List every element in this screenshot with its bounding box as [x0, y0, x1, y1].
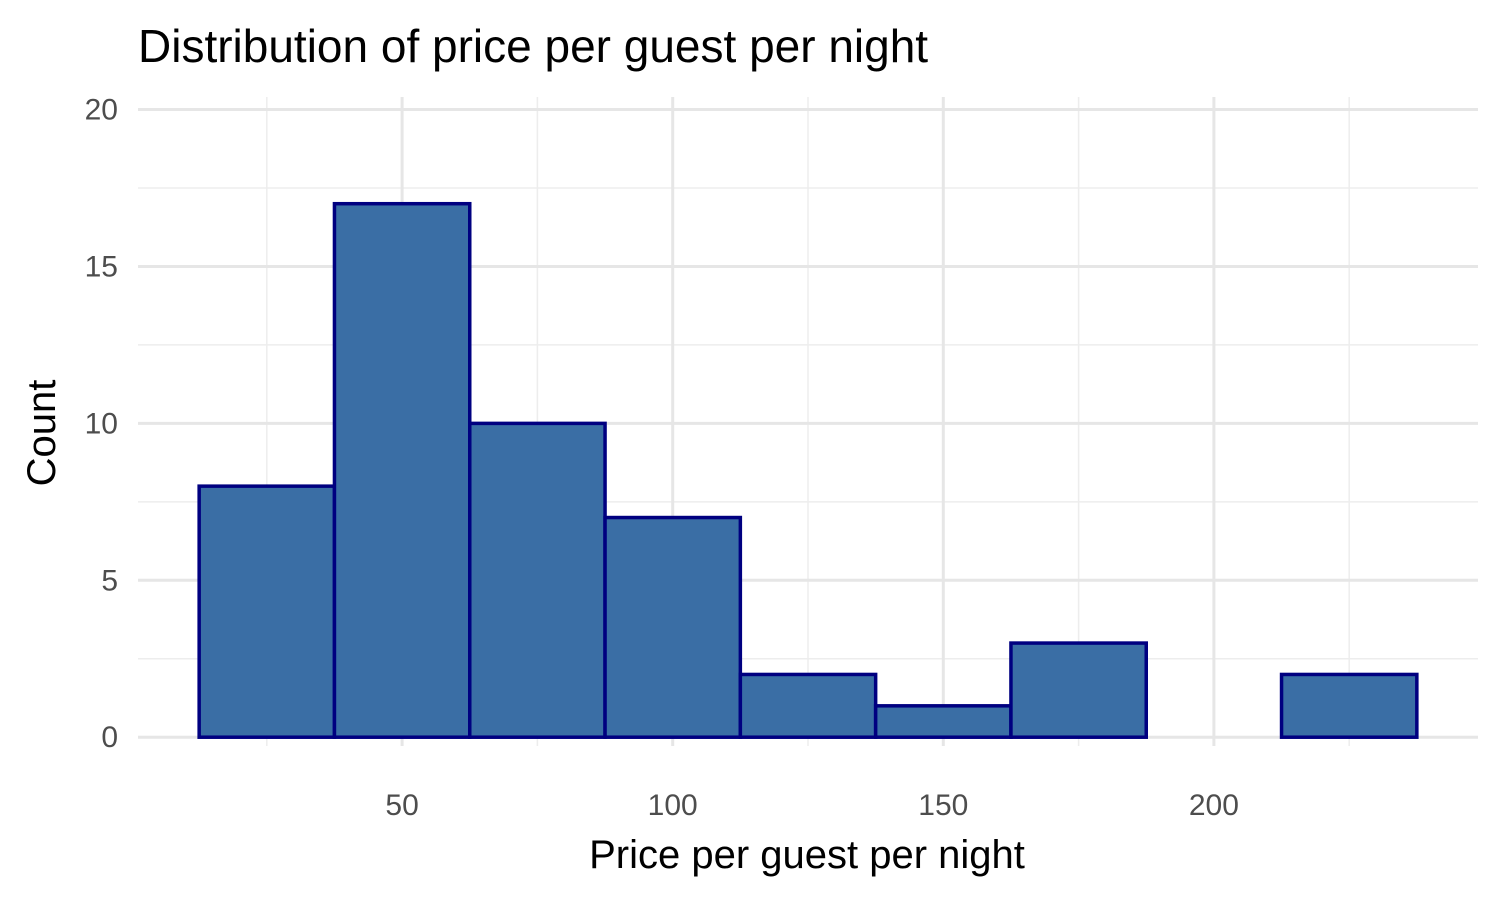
x-tick-labels: 50 100 150 200: [385, 789, 1239, 822]
y-axis-title: Count: [20, 380, 64, 487]
histogram-bars: [197, 201, 1419, 739]
x-axis-title: Price per guest per night: [589, 833, 1025, 877]
x-tick-label: 200: [1189, 789, 1239, 822]
chart-title: Distribution of price per guest per nigh…: [138, 20, 928, 72]
y-tick-label: 15: [85, 250, 118, 283]
x-tick-label: 150: [918, 789, 968, 822]
y-tick-label: 5: [101, 564, 118, 597]
y-tick-label: 0: [101, 721, 118, 754]
histogram-bar: [197, 484, 337, 739]
histogram-bar: [1279, 672, 1419, 739]
y-tick-label: 10: [85, 407, 118, 440]
histogram-bar: [873, 704, 1013, 739]
y-tick-labels: 0 5 10 15 20: [85, 94, 118, 755]
histogram-bar: [332, 201, 472, 739]
histogram-bar: [1009, 641, 1148, 739]
x-tick-label: 50: [385, 789, 418, 822]
x-tick-label: 100: [648, 789, 698, 822]
y-tick-label: 20: [85, 94, 118, 127]
histogram-bar: [738, 672, 878, 739]
histogram-bar: [603, 515, 743, 739]
histogram-bar: [468, 421, 607, 739]
